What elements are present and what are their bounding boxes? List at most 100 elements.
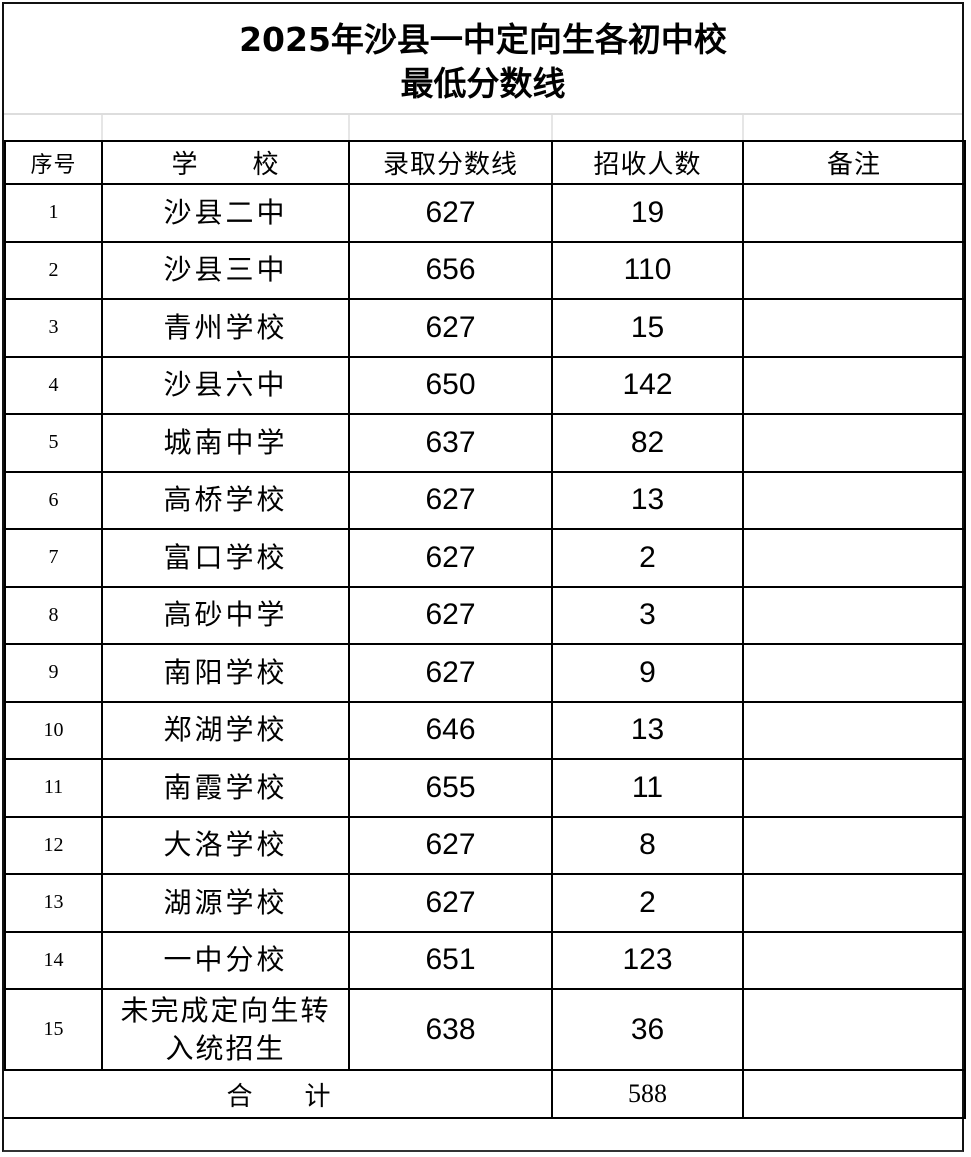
- table-row: 15 未完成定向生转入统招生 638 36: [4, 988, 966, 1071]
- school-name: 城南中学: [101, 413, 350, 473]
- note: [742, 815, 966, 875]
- table-row: 4 沙县六中 650 142: [4, 355, 966, 415]
- enroll-count: 110: [551, 240, 744, 300]
- enroll-count: 19: [551, 183, 744, 243]
- row-no: 13: [4, 873, 103, 933]
- min-score: 627: [348, 470, 553, 530]
- school-name: 沙县三中: [101, 240, 350, 300]
- min-score: 650: [348, 355, 553, 415]
- table-row: 5 城南中学 637 82: [4, 413, 966, 473]
- enroll-count: 3: [551, 585, 744, 645]
- note: [742, 930, 966, 990]
- min-score: 656: [348, 240, 553, 300]
- table-row: 14 一中分校 651 123: [4, 930, 966, 990]
- min-score: 651: [348, 930, 553, 990]
- row-no: 12: [4, 815, 103, 875]
- min-score: 638: [348, 988, 553, 1071]
- min-score: 627: [348, 183, 553, 243]
- row-no: 2: [4, 240, 103, 300]
- header-no: 序号: [4, 140, 103, 185]
- row-no: 9: [4, 643, 103, 703]
- enroll-count: 36: [551, 988, 744, 1071]
- total-label: 合 计: [5, 1069, 553, 1119]
- enroll-count: 2: [551, 873, 744, 933]
- page-title: 2025年沙县一中定向生各初中校 最低分数线: [4, 4, 962, 113]
- table-row: 6 高桥学校 627 13: [4, 470, 966, 530]
- row-no: 15: [4, 988, 103, 1071]
- row-no: 1: [4, 183, 103, 243]
- min-score: 627: [348, 815, 553, 875]
- school-name: 未完成定向生转入统招生: [101, 988, 350, 1071]
- table-row: 13 湖源学校 627 2: [4, 873, 966, 933]
- enroll-count: 13: [551, 470, 744, 530]
- table-row: 3 青州学校 627 15: [4, 298, 966, 358]
- school-name: 沙县二中: [101, 183, 350, 243]
- header-school: 学 校: [101, 140, 350, 185]
- note: [742, 355, 966, 415]
- note: [742, 470, 966, 530]
- enroll-count: 123: [551, 930, 744, 990]
- title-line-1: 2025年沙县一中定向生各初中校: [239, 20, 727, 59]
- min-score: 627: [348, 873, 553, 933]
- note: [742, 700, 966, 760]
- min-score: 655: [348, 758, 553, 818]
- table-row: 7 富口学校 627 2: [4, 528, 966, 588]
- row-no: 11: [4, 758, 103, 818]
- enroll-count: 11: [551, 758, 744, 818]
- enroll-count: 9: [551, 643, 744, 703]
- header-row: 序号 学 校 录取分数线 招收人数 备注: [4, 140, 966, 185]
- school-name: 富口学校: [101, 528, 350, 588]
- school-name: 湖源学校: [101, 873, 350, 933]
- note: [742, 183, 966, 243]
- school-name: 高砂中学: [101, 585, 350, 645]
- row-no: 14: [4, 930, 103, 990]
- min-score: 627: [348, 585, 553, 645]
- note: [742, 528, 966, 588]
- note: [742, 873, 966, 933]
- row-no: 3: [4, 298, 103, 358]
- min-score: 627: [348, 298, 553, 358]
- row-no: 6: [4, 470, 103, 530]
- row-no: 8: [4, 585, 103, 645]
- note: [742, 988, 966, 1071]
- row-no: 4: [4, 355, 103, 415]
- note: [742, 413, 966, 473]
- row-no: 10: [4, 700, 103, 760]
- score-table: 序号 学 校 录取分数线 招收人数 备注 1 沙县二中 627 19 2 沙县三中 656 1…: [4, 140, 966, 1119]
- min-score: 646: [348, 700, 553, 760]
- enroll-count: 2: [551, 528, 744, 588]
- note: [742, 240, 966, 300]
- min-score: 637: [348, 413, 553, 473]
- header-score: 录取分数线: [348, 140, 553, 185]
- enroll-count: 8: [551, 815, 744, 875]
- total-count: 588: [551, 1069, 744, 1119]
- note: [742, 298, 966, 358]
- school-name: 南霞学校: [101, 758, 350, 818]
- header-note: 备注: [742, 140, 966, 185]
- table-row: 9 南阳学校 627 9: [4, 643, 966, 703]
- total-note: [742, 1069, 966, 1119]
- row-no: 7: [4, 528, 103, 588]
- table-row: 12 大洛学校 627 8: [4, 815, 966, 875]
- title-line-2: 最低分数线: [400, 64, 566, 103]
- note: [742, 758, 966, 818]
- enroll-count: 15: [551, 298, 744, 358]
- total-row: 合 计 588: [5, 1069, 966, 1119]
- school-name: 南阳学校: [101, 643, 350, 703]
- table-row: 8 高砂中学 627 3: [4, 585, 966, 645]
- enroll-count: 13: [551, 700, 744, 760]
- note: [742, 585, 966, 645]
- blank-row: [4, 113, 962, 142]
- school-name: 沙县六中: [101, 355, 350, 415]
- note: [742, 643, 966, 703]
- table-row: 11 南霞学校 655 11: [4, 758, 966, 818]
- table-row: 2 沙县三中 656 110: [4, 240, 966, 300]
- min-score: 627: [348, 528, 553, 588]
- school-name: 一中分校: [101, 930, 350, 990]
- table-row: 1 沙县二中 627 19: [4, 183, 966, 243]
- min-score: 627: [348, 643, 553, 703]
- school-name: 青州学校: [101, 298, 350, 358]
- school-name: 高桥学校: [101, 470, 350, 530]
- header-count: 招收人数: [551, 140, 744, 185]
- enroll-count: 82: [551, 413, 744, 473]
